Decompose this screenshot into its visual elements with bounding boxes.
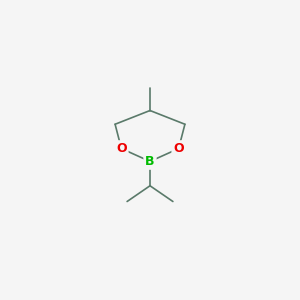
Text: O: O [173,142,184,155]
Text: O: O [116,142,127,155]
Text: B: B [145,155,155,168]
